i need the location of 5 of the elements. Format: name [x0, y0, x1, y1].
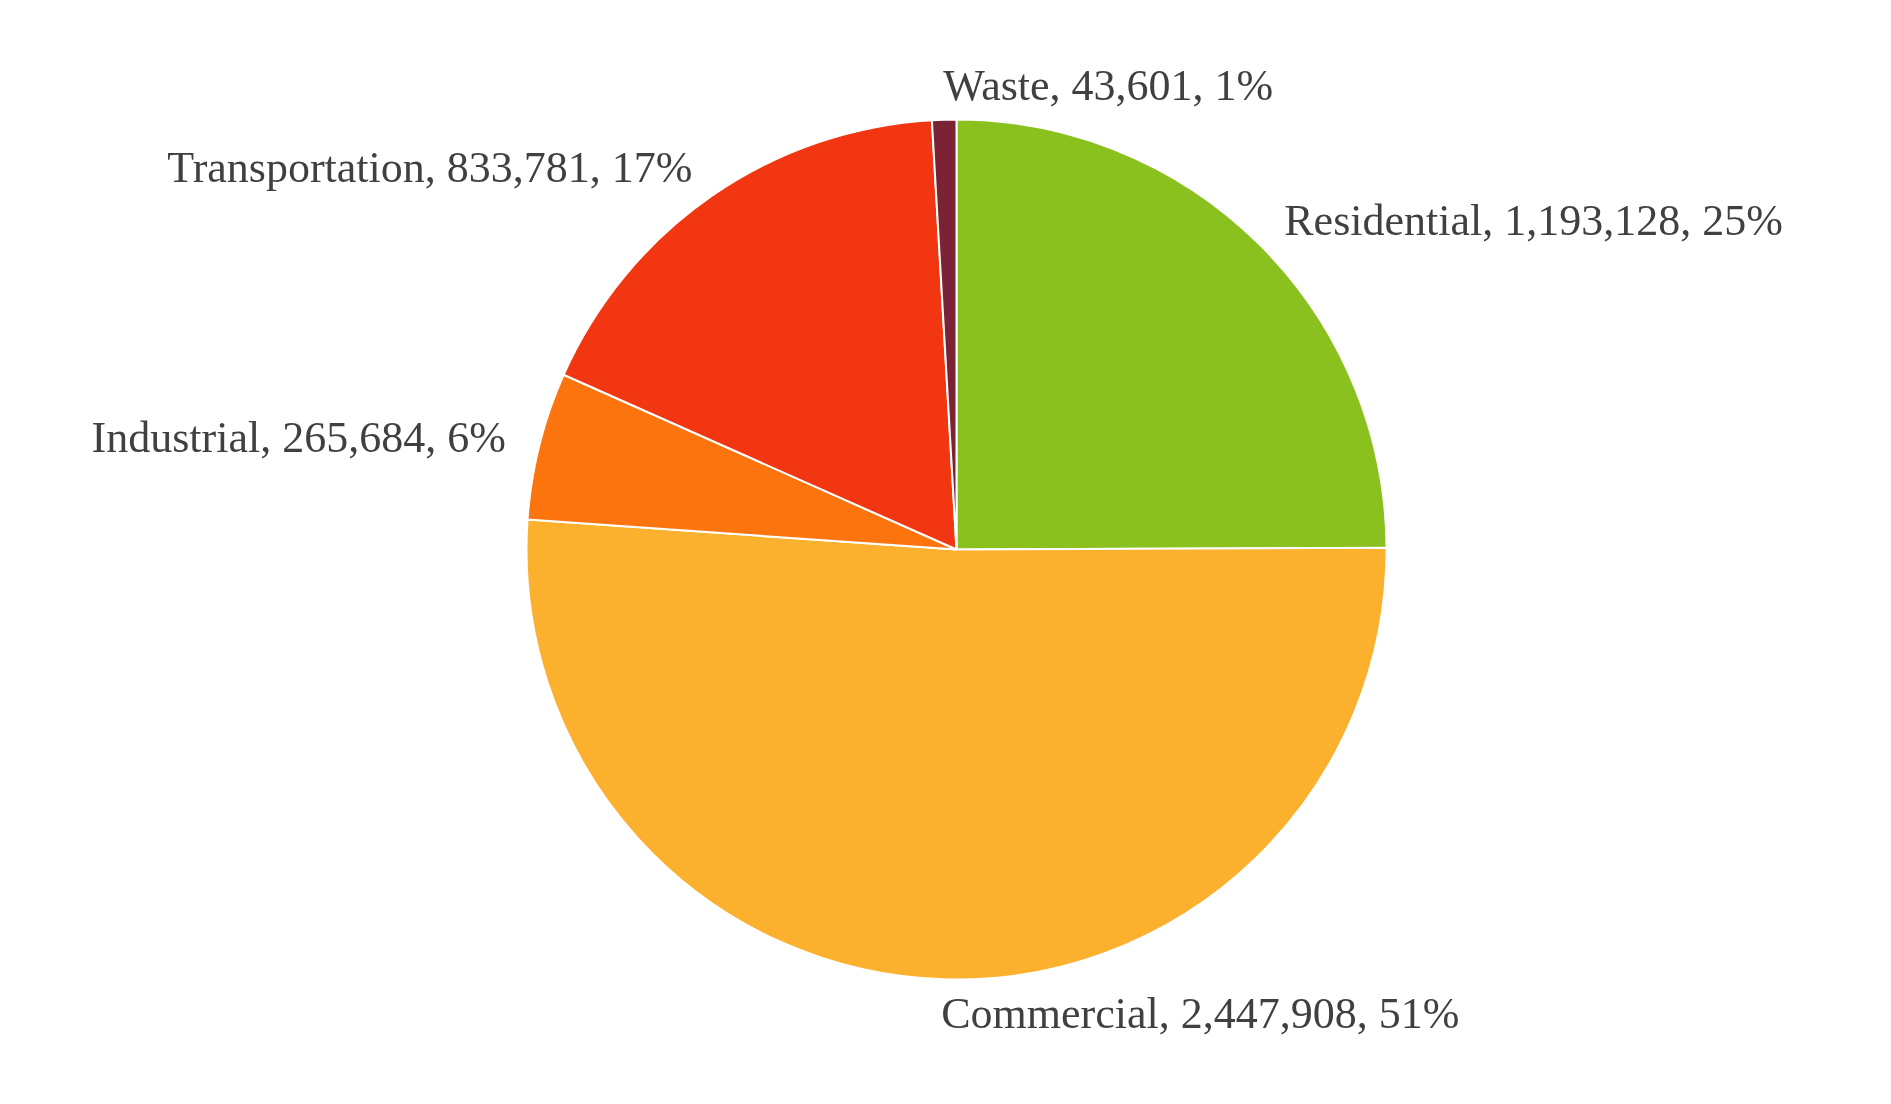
slice-label: Commercial, 2,447,908, 51%: [941, 989, 1460, 1039]
slice-label: Transportation, 833,781, 17%: [167, 142, 693, 192]
slice-label: Waste, 43,601, 1%: [943, 60, 1274, 110]
slice-label: Industrial, 265,684, 6%: [91, 412, 506, 462]
slice-label: Residential, 1,193,128, 25%: [1284, 196, 1783, 245]
